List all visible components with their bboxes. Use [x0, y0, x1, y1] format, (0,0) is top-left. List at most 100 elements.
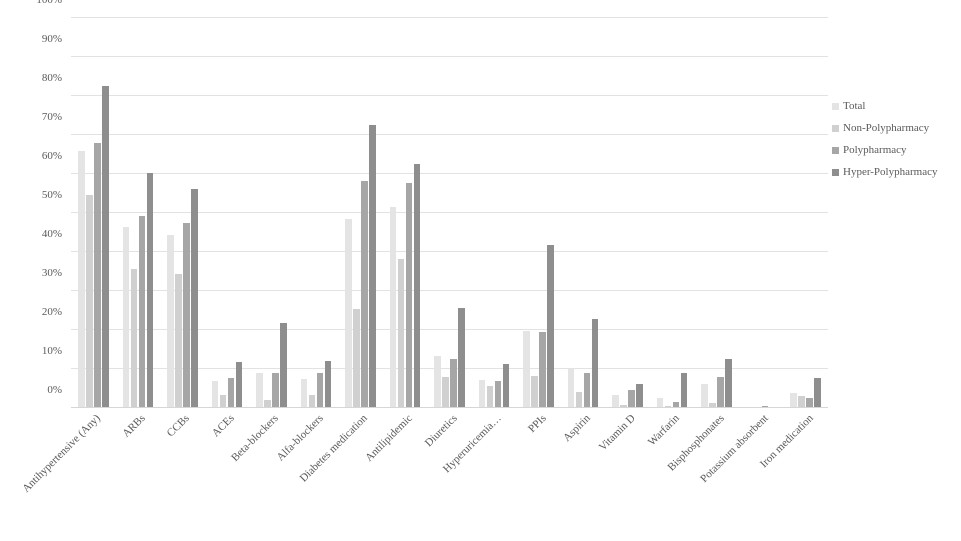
bar — [814, 377, 821, 407]
bar — [612, 394, 619, 407]
bar — [709, 402, 716, 407]
y-axis-tick: 50% — [41, 189, 62, 201]
bar — [256, 373, 263, 407]
bar — [680, 373, 688, 407]
bar — [146, 173, 154, 407]
bar — [167, 235, 174, 407]
bar — [547, 245, 554, 407]
legend-swatch-icon — [832, 147, 839, 154]
bar — [227, 377, 235, 407]
bar — [361, 181, 368, 407]
bar-group — [612, 384, 643, 407]
bar-group — [478, 364, 510, 407]
bar — [413, 164, 421, 407]
bar — [122, 227, 130, 407]
y-axis-tick: 80% — [41, 72, 62, 84]
bar-group — [256, 322, 287, 407]
bar — [502, 364, 510, 407]
bar — [620, 405, 627, 407]
y-axis-tick: 10% — [41, 345, 62, 357]
bar — [138, 215, 146, 407]
legend-swatch-icon — [832, 103, 839, 110]
bar-group — [389, 164, 421, 407]
bar — [300, 378, 308, 407]
bar — [397, 258, 405, 407]
gridline — [71, 17, 828, 18]
gridline — [71, 56, 828, 57]
bar — [539, 332, 546, 407]
bar — [345, 218, 352, 407]
bar — [664, 406, 672, 407]
bar — [656, 398, 664, 407]
bar — [486, 385, 494, 407]
bar-group — [300, 360, 332, 407]
bar — [806, 398, 813, 407]
bar — [308, 395, 316, 407]
bar-group — [345, 124, 376, 407]
legend-label: Polypharmacy — [843, 144, 907, 156]
bar-chart: Total Non-Polypharmacy Polypharmacy Hyper-P… — [20, 0, 938, 495]
bar-group — [656, 373, 688, 407]
bar-group — [78, 85, 109, 407]
y-axis-tick: 90% — [41, 33, 62, 45]
gridline — [71, 173, 828, 174]
legend-label: Hyper-Polypharmacy — [843, 166, 938, 178]
bar — [324, 360, 332, 407]
bar — [102, 85, 109, 407]
legend: Total Non-Polypharmacy Polypharmacy Hyper-P… — [832, 101, 937, 189]
bar — [434, 355, 441, 407]
bar — [798, 395, 805, 407]
y-axis-tick: 0% — [47, 384, 62, 396]
legend-item: Hyper-Polypharmacy — [832, 167, 937, 178]
bar — [567, 369, 575, 407]
bar — [583, 372, 591, 407]
bar-group — [523, 245, 554, 407]
bar-group — [746, 405, 777, 407]
bar — [353, 309, 360, 407]
bar — [478, 379, 486, 407]
gridline — [71, 212, 828, 213]
y-axis-tick: 20% — [41, 306, 62, 318]
bar — [130, 268, 138, 407]
y-axis-tick: 70% — [41, 111, 62, 123]
legend-item: Polypharmacy — [832, 145, 937, 156]
legend-item: Total — [832, 101, 937, 112]
gridline — [71, 368, 828, 369]
bar-group — [434, 307, 465, 407]
legend-label: Total — [843, 100, 866, 112]
y-axis-tick: 60% — [41, 150, 62, 162]
gridline — [71, 251, 828, 252]
bar — [94, 142, 101, 407]
bar-group — [211, 362, 243, 407]
bar — [191, 188, 198, 407]
bar — [531, 375, 538, 407]
bar — [725, 359, 732, 407]
y-axis-tick: 100% — [36, 0, 62, 6]
legend-swatch-icon — [832, 125, 839, 132]
bar — [78, 150, 85, 407]
gridline — [71, 95, 828, 96]
gridline — [71, 329, 828, 330]
bar-group — [567, 318, 599, 407]
bar — [450, 359, 457, 407]
x-axis-line — [71, 407, 828, 408]
y-axis-tick: 30% — [41, 267, 62, 279]
bar — [591, 318, 599, 407]
bar — [264, 399, 271, 407]
bar — [628, 390, 635, 407]
y-axis-tick: 40% — [41, 228, 62, 240]
bar-group — [167, 188, 198, 407]
bar — [211, 380, 219, 407]
gridline — [71, 134, 828, 135]
bar — [86, 194, 93, 407]
bar — [405, 183, 413, 407]
bar — [790, 393, 797, 407]
bar — [458, 307, 465, 407]
bar — [369, 124, 376, 407]
gridline — [71, 290, 828, 291]
bar — [280, 322, 287, 407]
bar-group — [701, 359, 732, 407]
legend-label: Non-Polypharmacy — [843, 122, 930, 134]
bar — [316, 372, 324, 407]
bar-group — [122, 173, 154, 407]
